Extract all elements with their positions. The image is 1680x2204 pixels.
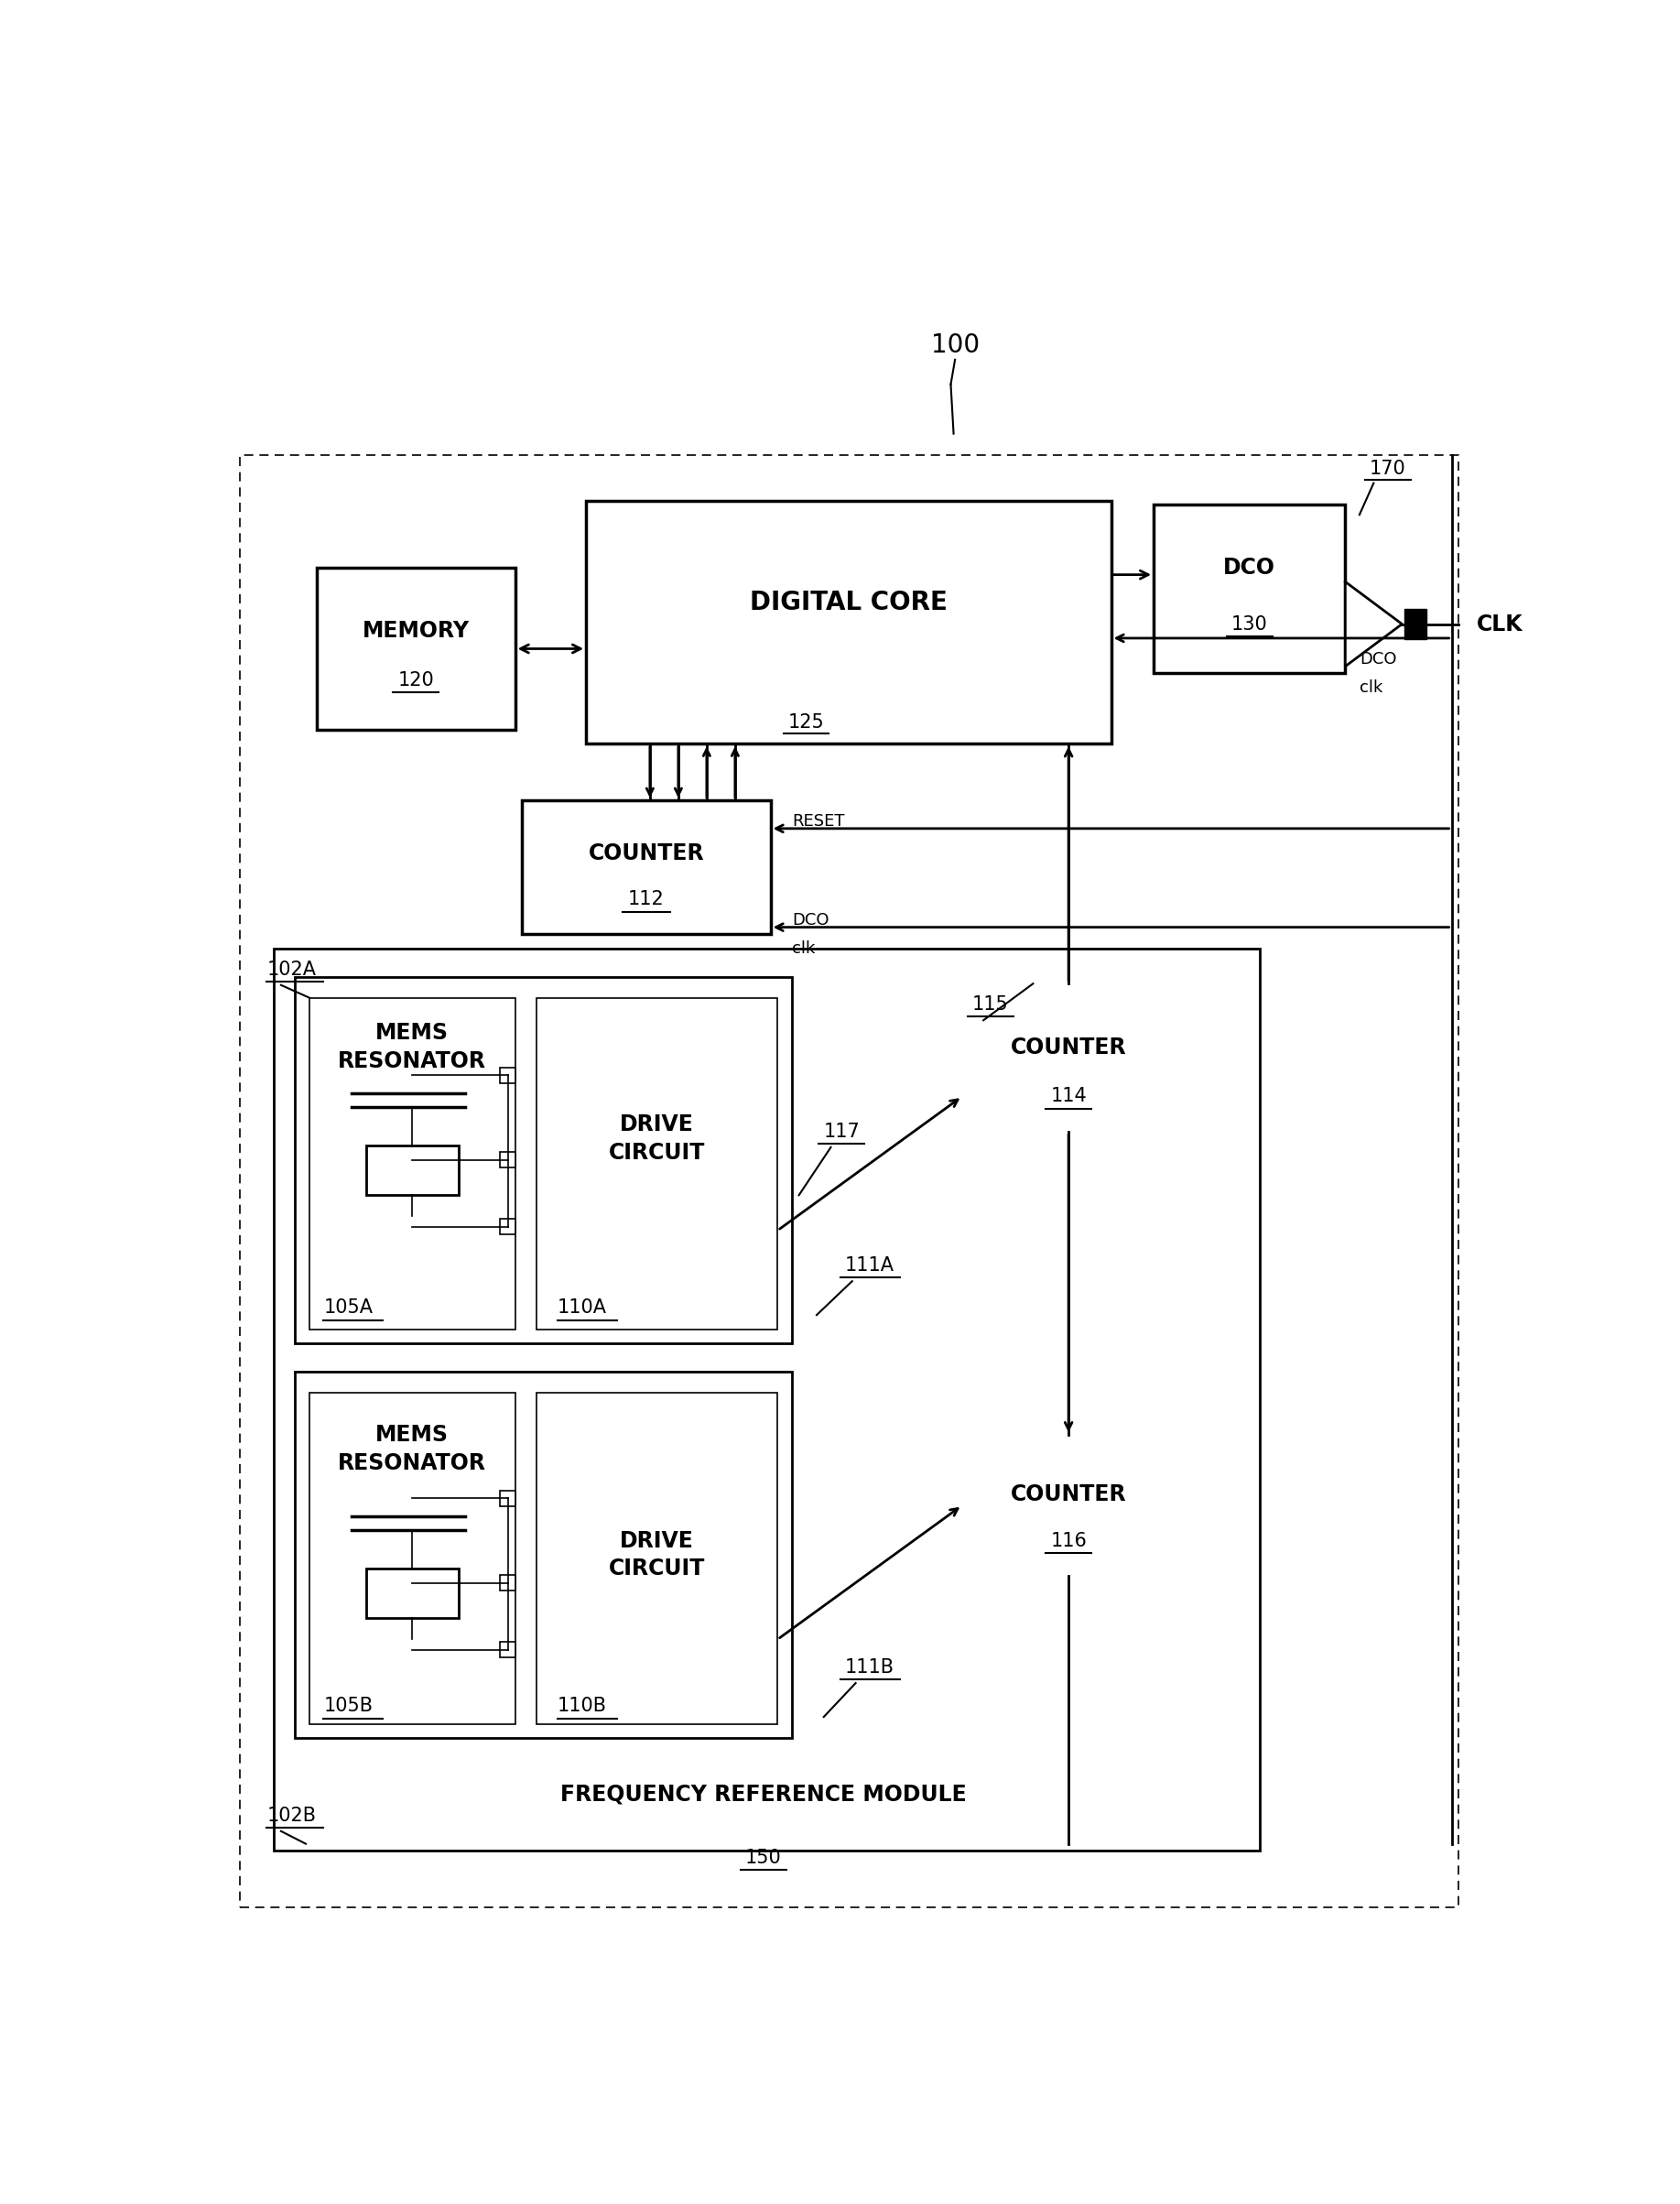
Text: DCO: DCO (1223, 558, 1275, 580)
FancyBboxPatch shape (522, 800, 771, 934)
Text: 125: 125 (788, 714, 825, 732)
Text: CLK: CLK (1477, 613, 1522, 635)
FancyBboxPatch shape (501, 1219, 516, 1234)
FancyBboxPatch shape (309, 1393, 516, 1724)
Text: MEMORY: MEMORY (363, 619, 469, 641)
FancyBboxPatch shape (1404, 608, 1426, 639)
Text: COUNTER: COUNTER (588, 842, 704, 864)
FancyBboxPatch shape (501, 1153, 516, 1168)
Text: 150: 150 (746, 1849, 781, 1867)
FancyBboxPatch shape (501, 1067, 516, 1082)
FancyBboxPatch shape (240, 454, 1458, 1906)
Text: 116: 116 (1050, 1532, 1087, 1549)
Text: CIRCUIT: CIRCUIT (608, 1558, 706, 1580)
Text: COUNTER: COUNTER (1011, 1036, 1127, 1058)
FancyBboxPatch shape (586, 500, 1110, 745)
Text: 111B: 111B (845, 1657, 894, 1677)
Text: CIRCUIT: CIRCUIT (608, 1142, 706, 1164)
FancyBboxPatch shape (366, 1146, 459, 1195)
FancyBboxPatch shape (296, 1371, 791, 1739)
FancyBboxPatch shape (501, 1490, 516, 1505)
Text: 102B: 102B (267, 1807, 316, 1825)
Text: 114: 114 (1050, 1087, 1087, 1106)
FancyBboxPatch shape (963, 983, 1174, 1131)
Text: RESONATOR: RESONATOR (338, 1452, 487, 1474)
Text: DCO: DCO (791, 912, 828, 928)
Text: DRIVE: DRIVE (620, 1113, 694, 1135)
Text: 105A: 105A (324, 1298, 373, 1318)
Text: RESET: RESET (791, 813, 845, 829)
Text: FREQUENCY REFERENCE MODULE: FREQUENCY REFERENCE MODULE (561, 1783, 966, 1805)
Text: 111A: 111A (845, 1256, 894, 1274)
Text: 170: 170 (1369, 461, 1406, 478)
Text: clk: clk (791, 941, 815, 957)
FancyBboxPatch shape (501, 1642, 516, 1657)
FancyBboxPatch shape (366, 1569, 459, 1618)
Text: 110A: 110A (558, 1298, 606, 1318)
Text: 112: 112 (628, 890, 665, 908)
Text: COUNTER: COUNTER (1011, 1483, 1127, 1505)
Text: 105B: 105B (324, 1697, 373, 1715)
Text: 110B: 110B (558, 1697, 606, 1715)
FancyBboxPatch shape (274, 948, 1260, 1851)
FancyBboxPatch shape (309, 998, 516, 1329)
FancyBboxPatch shape (536, 998, 778, 1329)
Text: MEMS: MEMS (376, 1023, 449, 1045)
Text: 117: 117 (823, 1122, 860, 1142)
Text: 120: 120 (398, 672, 433, 690)
Text: 130: 130 (1231, 615, 1268, 633)
FancyBboxPatch shape (501, 1576, 516, 1591)
FancyBboxPatch shape (296, 976, 791, 1342)
Text: clk: clk (1359, 679, 1383, 696)
Text: RESONATOR: RESONATOR (338, 1051, 487, 1071)
Text: DIGITAL CORE: DIGITAL CORE (749, 591, 948, 615)
FancyBboxPatch shape (316, 569, 516, 730)
Polygon shape (1346, 582, 1403, 666)
FancyBboxPatch shape (536, 1393, 778, 1724)
FancyBboxPatch shape (963, 1435, 1174, 1576)
Text: 115: 115 (973, 996, 1008, 1014)
Text: 102A: 102A (267, 961, 316, 979)
Text: MEMS: MEMS (376, 1424, 449, 1446)
FancyBboxPatch shape (1154, 505, 1346, 674)
Text: 100: 100 (931, 333, 979, 359)
Text: DCO: DCO (1359, 650, 1396, 668)
Text: DRIVE: DRIVE (620, 1530, 694, 1552)
